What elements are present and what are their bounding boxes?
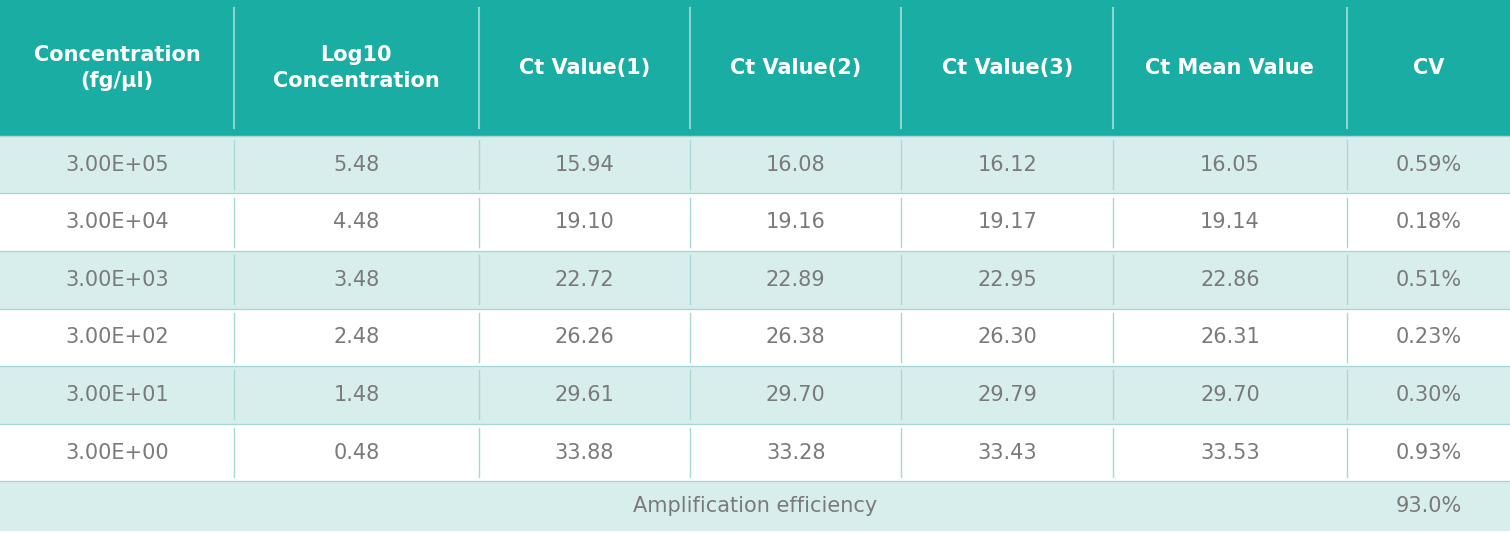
Text: 33.43: 33.43 [977, 442, 1037, 463]
Text: 19.16: 19.16 [766, 212, 826, 232]
Text: 33.53: 33.53 [1200, 442, 1259, 463]
Bar [0, 424, 1510, 481]
Bar [0, 309, 1510, 366]
Text: 16.05: 16.05 [1200, 155, 1259, 175]
Text: 2.48: 2.48 [334, 327, 379, 348]
Text: 0.23%: 0.23% [1395, 327, 1462, 348]
Text: 3.00E+05: 3.00E+05 [65, 155, 169, 175]
Text: 19.10: 19.10 [554, 212, 615, 232]
Text: 26.38: 26.38 [766, 327, 826, 348]
Text: 26.31: 26.31 [1200, 327, 1259, 348]
Text: 22.89: 22.89 [766, 270, 826, 290]
Text: Amplification efficiency: Amplification efficiency [633, 496, 877, 516]
Text: 29.70: 29.70 [766, 385, 826, 405]
Text: 3.00E+00: 3.00E+00 [65, 442, 169, 463]
Text: 0.48: 0.48 [334, 442, 379, 463]
Text: Ct Value(1): Ct Value(1) [519, 58, 649, 78]
Bar [0, 193, 1510, 251]
Text: 0.59%: 0.59% [1395, 155, 1462, 175]
Bar [0, 251, 1510, 309]
Text: 3.00E+02: 3.00E+02 [65, 327, 169, 348]
Bar [0, 136, 1510, 193]
Text: 3.00E+03: 3.00E+03 [65, 270, 169, 290]
Text: 16.08: 16.08 [766, 155, 826, 175]
Text: 22.86: 22.86 [1200, 270, 1259, 290]
Bar [0, 366, 1510, 424]
Text: 19.17: 19.17 [977, 212, 1037, 232]
Text: 29.79: 29.79 [977, 385, 1037, 405]
Text: 93.0%: 93.0% [1395, 496, 1462, 516]
Text: 26.26: 26.26 [554, 327, 615, 348]
Text: 22.95: 22.95 [977, 270, 1037, 290]
Text: 0.30%: 0.30% [1395, 385, 1462, 405]
Text: 15.94: 15.94 [554, 155, 615, 175]
Text: 0.18%: 0.18% [1395, 212, 1462, 232]
Text: Log10
Concentration: Log10 Concentration [273, 45, 439, 91]
Text: Concentration
(fg/µl): Concentration (fg/µl) [33, 45, 201, 91]
Text: 1.48: 1.48 [334, 385, 379, 405]
Text: 3.00E+01: 3.00E+01 [65, 385, 169, 405]
Text: 4.48: 4.48 [334, 212, 379, 232]
Bar [0, 481, 1510, 531]
Text: 22.72: 22.72 [554, 270, 615, 290]
Text: 29.70: 29.70 [1200, 385, 1259, 405]
Text: 16.12: 16.12 [977, 155, 1037, 175]
Text: CV: CV [1413, 58, 1444, 78]
Text: 33.28: 33.28 [766, 442, 826, 463]
Text: Ct Value(2): Ct Value(2) [731, 58, 861, 78]
Text: Ct Value(3): Ct Value(3) [942, 58, 1072, 78]
Text: Ct Mean Value: Ct Mean Value [1146, 58, 1314, 78]
Bar [0, 0, 1510, 136]
Text: 26.30: 26.30 [977, 327, 1037, 348]
Text: 19.14: 19.14 [1200, 212, 1259, 232]
Text: 29.61: 29.61 [554, 385, 615, 405]
Text: 33.88: 33.88 [554, 442, 615, 463]
Text: 5.48: 5.48 [334, 155, 379, 175]
Text: 3.48: 3.48 [334, 270, 379, 290]
Text: 0.51%: 0.51% [1395, 270, 1462, 290]
Text: 3.00E+04: 3.00E+04 [65, 212, 169, 232]
Text: 0.93%: 0.93% [1395, 442, 1462, 463]
